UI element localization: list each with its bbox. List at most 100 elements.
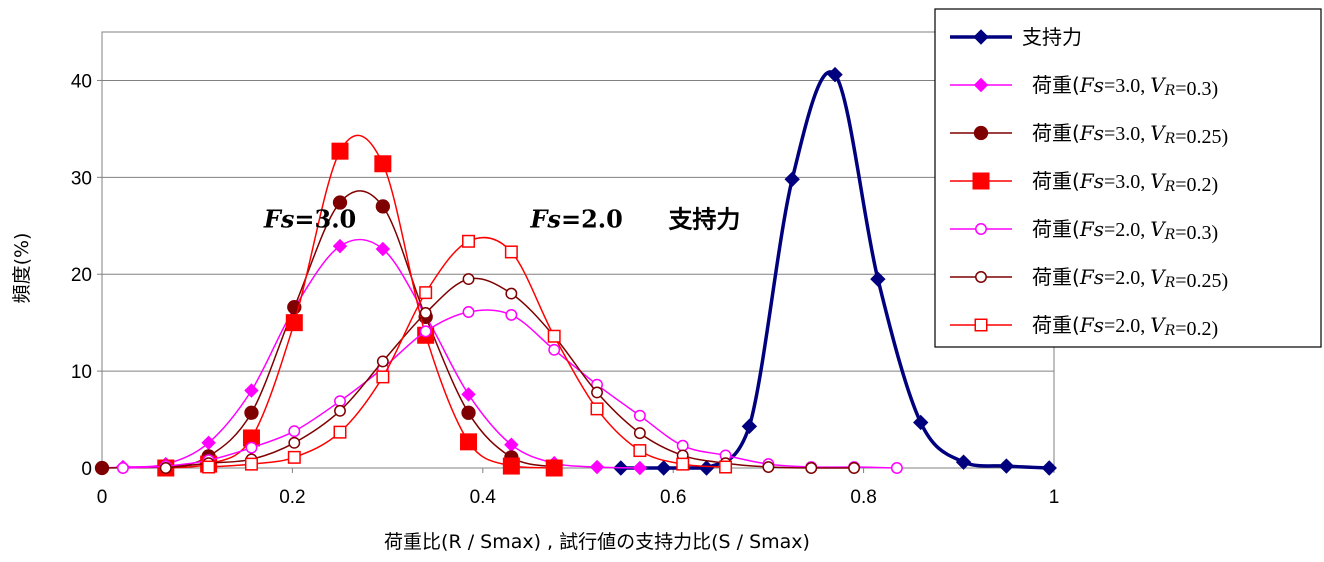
data-point xyxy=(762,461,775,473)
legend-post: =0.2) xyxy=(1175,174,1218,196)
series-line xyxy=(165,134,555,469)
legend-vr: V xyxy=(1150,169,1167,193)
data-point xyxy=(676,457,690,471)
data-point xyxy=(848,462,861,474)
legend-label: 荷重(Fs=2.0, VR=0.3) xyxy=(1032,217,1218,244)
data-point xyxy=(461,405,476,420)
x-tick-label: 0.4 xyxy=(470,487,497,508)
legend-mid: =2.0, xyxy=(1104,267,1150,289)
data-point xyxy=(505,287,518,300)
x-tick-label: 1 xyxy=(1049,487,1060,508)
data-point xyxy=(419,286,433,300)
data-point xyxy=(285,314,303,332)
data-point xyxy=(334,395,346,408)
legend-vr: V xyxy=(1150,73,1167,97)
data-point xyxy=(698,460,715,476)
data-point xyxy=(676,439,689,452)
data-point xyxy=(419,307,432,319)
grid xyxy=(102,79,1054,372)
y-tick-label: 10 xyxy=(71,362,92,383)
legend-post: =0.3) xyxy=(1175,78,1218,100)
series-layer xyxy=(94,66,1057,477)
data-point xyxy=(655,460,672,476)
data-point xyxy=(633,427,646,440)
data-point xyxy=(784,171,800,187)
data-point xyxy=(202,460,216,474)
data-point xyxy=(505,308,518,321)
data-point xyxy=(827,66,843,83)
x-axis-title: 荷重比(R / Smax) , 試行値の支持力比(S / Smax) xyxy=(384,531,810,553)
y-tick-label: 20 xyxy=(71,265,92,286)
x-tick-label: 0.2 xyxy=(279,487,305,508)
data-point xyxy=(332,195,348,210)
data-point xyxy=(287,450,301,464)
legend-label: 支持力 xyxy=(1022,25,1082,49)
legend-vr: V xyxy=(1150,313,1167,337)
data-point xyxy=(591,386,603,399)
legend-label: 荷重(Fs=2.0, VR=0.25) xyxy=(1032,265,1228,292)
legend-item: 荷重(Fs=2.0, VR=0.25) xyxy=(950,265,1228,292)
legend-marker xyxy=(973,77,989,93)
legend-marker xyxy=(973,29,989,45)
legend-mid: =3.0, xyxy=(1104,123,1150,145)
data-point xyxy=(890,462,903,474)
legend-item: 荷重(Fs=3.0, VR=0.3) xyxy=(950,73,1218,100)
data-point xyxy=(632,460,648,476)
legend-post: =0.3) xyxy=(1175,222,1218,244)
data-point xyxy=(333,425,347,439)
legend-mid: =3.0, xyxy=(1104,171,1150,193)
annotation-fs: Fs xyxy=(529,205,561,234)
legend-fs: Fs xyxy=(1079,121,1104,145)
x-tick-label: 0.8 xyxy=(850,487,876,508)
y-axis-title: 頻度(%) xyxy=(11,233,33,304)
data-point xyxy=(245,441,258,454)
data-point xyxy=(288,436,301,449)
data-point xyxy=(331,142,349,160)
data-point xyxy=(1041,460,1057,476)
legend-label: 荷重(Fs=3.0, VR=0.3) xyxy=(1032,73,1218,100)
tick-labels: 0 10 20 30 40 0 0.2 0.4 0.6 0.8 1 xyxy=(71,71,1059,508)
series-3 xyxy=(157,134,563,477)
data-point xyxy=(547,329,561,343)
legend-marker xyxy=(973,125,989,141)
annotation: Fs=2.0 xyxy=(529,205,622,234)
legend-fs: Fs xyxy=(1079,265,1104,289)
legend-vr: V xyxy=(1150,121,1167,145)
data-point xyxy=(288,425,301,438)
data-point xyxy=(462,306,475,318)
data-point xyxy=(741,418,758,435)
data-point xyxy=(116,462,129,474)
legend-pre: 荷重( xyxy=(1032,121,1080,145)
legend-fs: Fs xyxy=(1079,169,1104,193)
data-point xyxy=(870,271,886,287)
legend-vr: V xyxy=(1150,265,1167,289)
legend-pre: 荷重( xyxy=(1032,73,1080,97)
legend-post: =0.2) xyxy=(1175,318,1218,340)
data-point xyxy=(244,457,258,471)
legend-post: =0.25) xyxy=(1175,126,1228,148)
legend-vr-sub: R xyxy=(1164,323,1176,339)
data-point xyxy=(913,414,929,431)
legend-pre: 荷重( xyxy=(1032,265,1080,289)
series-6 xyxy=(202,234,733,474)
legend-vr-sub: R xyxy=(1164,179,1176,195)
series-line xyxy=(101,238,640,469)
legend-pre: 荷重( xyxy=(1032,313,1080,337)
legend-vr: V xyxy=(1150,217,1167,241)
data-point xyxy=(374,155,392,173)
y-tick-label: 0 xyxy=(81,459,92,480)
data-point xyxy=(545,459,563,477)
legend-item: 荷重(Fs=2.0, VR=0.2) xyxy=(950,313,1218,340)
annotation: 支持力 xyxy=(668,205,740,234)
legend-pre: 荷重( xyxy=(1032,169,1080,193)
data-point xyxy=(461,387,476,402)
data-point xyxy=(334,404,346,417)
data-point xyxy=(462,273,475,286)
legend-marker xyxy=(974,318,988,332)
legend-fs: Fs xyxy=(1079,73,1104,97)
data-point xyxy=(94,460,110,476)
legend-vr-sub: R xyxy=(1164,131,1176,147)
annotation-value: =3.0 xyxy=(294,205,356,234)
data-point xyxy=(332,238,348,254)
